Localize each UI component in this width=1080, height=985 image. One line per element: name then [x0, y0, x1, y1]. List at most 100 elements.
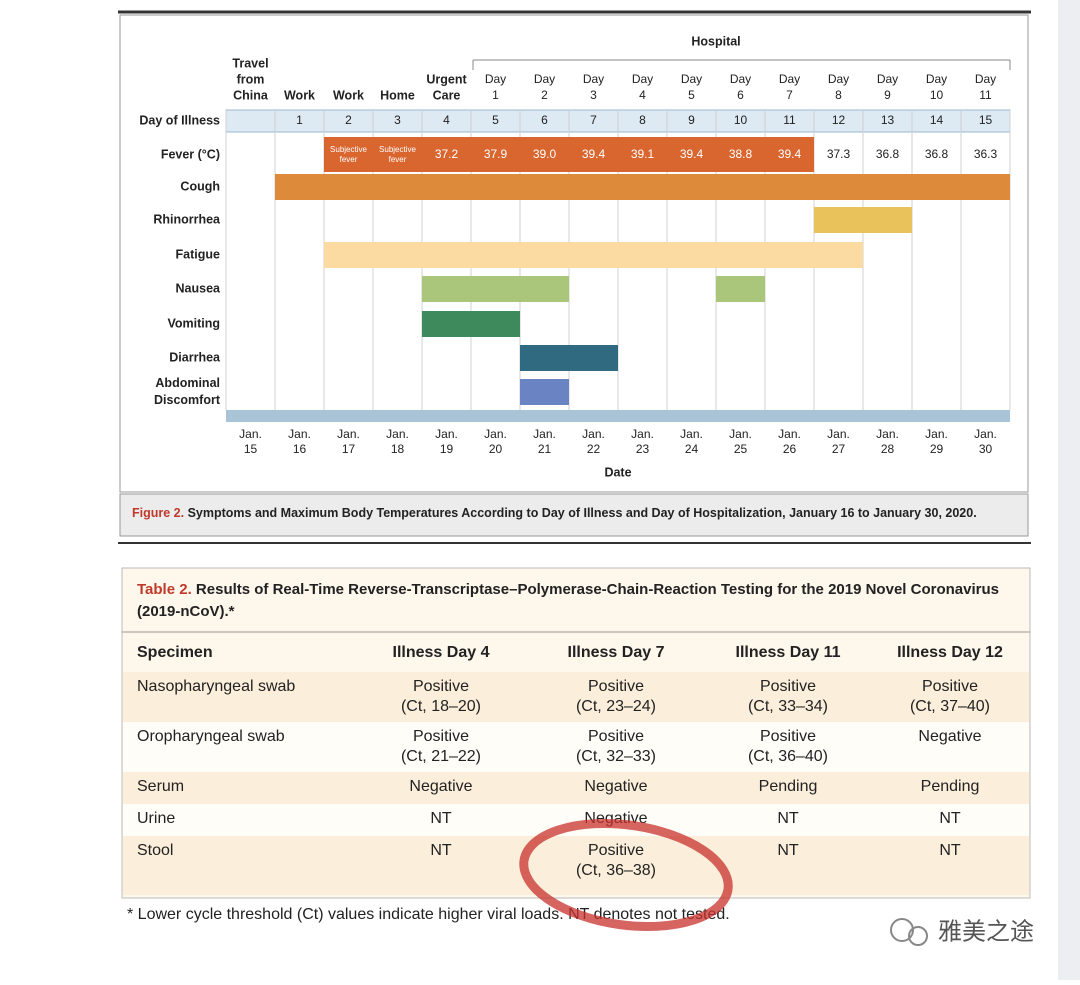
table-cell: Nasopharyngeal swab — [137, 678, 295, 695]
date-label: Jan. — [729, 427, 752, 441]
fever-cell — [471, 137, 520, 172]
fever-value: Subjective — [379, 145, 416, 154]
day-number: 11 — [783, 113, 796, 127]
table-cell: Positive — [413, 728, 469, 745]
date-label: Jan. — [974, 427, 997, 441]
column-header: Care — [433, 88, 461, 102]
page-edge — [1058, 0, 1080, 980]
fever-value: 39.4 — [582, 147, 606, 161]
date-label: Jan. — [435, 427, 458, 441]
hospital-label: Hospital — [691, 34, 740, 48]
row-label: Cough — [180, 179, 220, 193]
column-header: 10 — [930, 88, 944, 102]
column-header: 6 — [737, 88, 744, 102]
column-header: Day — [877, 72, 898, 86]
row-label: Discomfort — [154, 393, 221, 407]
table-cell: NT — [939, 842, 961, 859]
table-cell: NT — [939, 810, 961, 827]
fever-value: 37.9 — [484, 147, 508, 161]
column-header: China — [233, 88, 269, 102]
table-cell: Positive — [760, 728, 816, 745]
table-title-line: (2019-nCoV).* — [137, 603, 235, 620]
symptom-bar — [716, 276, 765, 302]
fever-cell — [667, 137, 716, 172]
date-label: 20 — [489, 442, 503, 456]
fever-value: fever — [389, 155, 407, 164]
date-label: 16 — [293, 442, 307, 456]
caption-band — [119, 493, 1029, 537]
table-cell: NT — [430, 810, 452, 827]
table-row-bg — [123, 836, 1029, 895]
day-number: 13 — [881, 113, 895, 127]
date-label: Jan. — [337, 427, 360, 441]
table-cell: (Ct, 33–34) — [748, 698, 828, 715]
date-label: 30 — [979, 442, 993, 456]
table-cell: Positive — [413, 678, 469, 695]
caption-label: Figure 2. — [132, 506, 184, 520]
fever-value: 39.1 — [631, 147, 655, 161]
table-cell: NT — [430, 842, 452, 859]
fever-value: 39.0 — [533, 147, 557, 161]
fever-cell — [569, 137, 618, 172]
fever-value: 36.8 — [925, 147, 949, 161]
day-number: 10 — [734, 113, 748, 127]
column-header: 4 — [639, 88, 646, 102]
table-title-line: Results of Real-Time Reverse-Transcripta… — [196, 581, 999, 598]
day-number: 4 — [443, 113, 450, 127]
watermark-icon — [890, 918, 914, 942]
date-label: 15 — [244, 442, 258, 456]
fever-cell — [520, 137, 569, 172]
column-header: Day — [730, 72, 751, 86]
table-cell: Positive — [760, 678, 816, 695]
row-label: Day of Illness — [139, 113, 220, 127]
column-header: Home — [380, 88, 415, 102]
fever-cell — [422, 137, 471, 172]
table-cell: (Ct, 23–24) — [576, 698, 656, 715]
symptom-bar — [520, 345, 618, 371]
fever-value: 37.2 — [435, 147, 459, 161]
table-row-bg — [123, 772, 1029, 804]
column-header: 3 — [590, 88, 597, 102]
day-number: 5 — [492, 113, 499, 127]
date-label: 23 — [636, 442, 650, 456]
date-label: Jan. — [631, 427, 654, 441]
fever-value: Subjective — [330, 145, 367, 154]
table-cell: NT — [777, 810, 799, 827]
table-cell: Positive — [588, 728, 644, 745]
table-cell: (Ct, 18–20) — [401, 698, 481, 715]
row-label: Vomiting — [167, 316, 220, 330]
column-header: Day — [632, 72, 653, 86]
column-header: 2 — [541, 88, 548, 102]
fever-value: 39.4 — [778, 147, 802, 161]
symptom-bar — [520, 379, 569, 405]
column-header: Day — [534, 72, 555, 86]
fever-value: 38.8 — [729, 147, 753, 161]
column-header: Day — [828, 72, 849, 86]
column-header: Day — [975, 72, 996, 86]
column-header: 5 — [688, 88, 695, 102]
day-number: 14 — [930, 113, 944, 127]
table-cell: Pending — [759, 778, 818, 795]
column-header: 9 — [884, 88, 891, 102]
column-header: 8 — [835, 88, 842, 102]
date-label: 19 — [440, 442, 454, 456]
day-number: 15 — [979, 113, 993, 127]
date-label: 17 — [342, 442, 356, 456]
table-title: Table 2. Results of Real-Time Reverse-Tr… — [137, 581, 999, 598]
fever-cell — [373, 137, 422, 172]
caption-text: Symptoms and Maximum Body Temperatures A… — [188, 506, 977, 520]
date-label: Jan. — [582, 427, 605, 441]
column-header: Work — [333, 88, 364, 102]
column-header: Day — [926, 72, 947, 86]
table-cell: Positive — [588, 678, 644, 695]
day-number: 8 — [639, 113, 646, 127]
table-cell: Negative — [584, 778, 647, 795]
date-label: Jan. — [288, 427, 311, 441]
date-label: 21 — [538, 442, 552, 456]
fever-value: fever — [340, 155, 358, 164]
table-header: Illness Day 12 — [897, 644, 1003, 661]
day-number: 12 — [832, 113, 846, 127]
column-header: Travel — [232, 56, 268, 70]
date-label: 24 — [685, 442, 699, 456]
